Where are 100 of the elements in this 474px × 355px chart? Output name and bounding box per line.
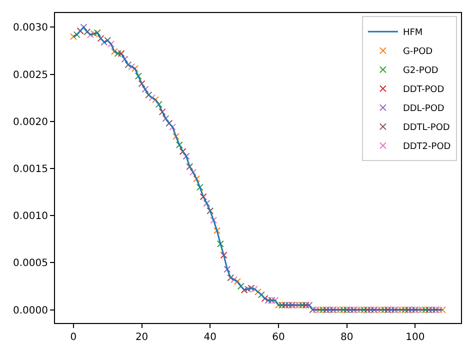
point bbox=[380, 306, 388, 314]
point bbox=[285, 302, 292, 309]
point bbox=[131, 65, 138, 72]
point bbox=[192, 175, 200, 182]
y-tick-label: 0.0005 bbox=[13, 258, 48, 270]
x-tick-label: 80 bbox=[340, 332, 354, 343]
legend-label: HFM bbox=[402, 28, 423, 38]
point bbox=[343, 306, 350, 314]
legend-label: DDL-POD bbox=[402, 104, 444, 114]
y-tick-label: 0.0010 bbox=[13, 211, 48, 222]
point bbox=[190, 168, 197, 176]
legend-label: G2-POD bbox=[402, 66, 438, 76]
y-tick-label: 0.0025 bbox=[13, 70, 48, 81]
point bbox=[374, 306, 382, 314]
point bbox=[354, 306, 361, 314]
point bbox=[306, 302, 313, 309]
y-tick-label: 0.0030 bbox=[13, 22, 48, 34]
point bbox=[234, 278, 241, 286]
point bbox=[227, 274, 234, 282]
point bbox=[94, 29, 101, 36]
legend-label: DDT-POD bbox=[402, 85, 444, 96]
point bbox=[121, 56, 128, 63]
point bbox=[203, 200, 210, 207]
point bbox=[425, 306, 432, 314]
point bbox=[182, 152, 190, 160]
point bbox=[312, 306, 320, 314]
point bbox=[428, 306, 436, 314]
x-tick-label: 0 bbox=[70, 332, 77, 343]
point bbox=[370, 306, 378, 314]
point bbox=[179, 148, 186, 156]
point bbox=[196, 184, 204, 191]
point bbox=[162, 115, 170, 122]
point bbox=[326, 306, 334, 314]
point bbox=[330, 306, 337, 314]
point bbox=[394, 306, 402, 314]
point bbox=[118, 50, 125, 58]
y-tick-label: 0.0000 bbox=[13, 305, 48, 316]
point bbox=[248, 284, 255, 292]
x-tick-label: 100 bbox=[406, 332, 425, 343]
point bbox=[90, 30, 98, 38]
point bbox=[388, 306, 395, 314]
point bbox=[322, 306, 330, 314]
point bbox=[244, 286, 252, 293]
point bbox=[360, 306, 368, 314]
point bbox=[309, 306, 316, 314]
point bbox=[200, 193, 207, 200]
point bbox=[110, 48, 118, 56]
point bbox=[398, 306, 406, 314]
point bbox=[357, 306, 364, 314]
point bbox=[415, 306, 422, 314]
point bbox=[186, 163, 194, 170]
point bbox=[155, 100, 162, 108]
point bbox=[282, 302, 289, 309]
point bbox=[401, 306, 408, 314]
point bbox=[346, 306, 354, 314]
point bbox=[316, 306, 324, 314]
point bbox=[278, 302, 286, 309]
point bbox=[206, 207, 214, 214]
point bbox=[340, 306, 347, 314]
point bbox=[138, 80, 146, 88]
point bbox=[172, 132, 180, 140]
y-tick-label: 0.0020 bbox=[13, 116, 48, 128]
y-tick-label: 0.0015 bbox=[13, 164, 48, 175]
point bbox=[296, 302, 303, 309]
point bbox=[176, 141, 183, 148]
point bbox=[439, 306, 446, 314]
point bbox=[220, 252, 228, 259]
legend-label: DDTL-POD bbox=[402, 123, 450, 134]
point bbox=[292, 302, 300, 309]
point bbox=[128, 63, 136, 70]
point bbox=[158, 108, 166, 116]
point bbox=[114, 50, 122, 58]
point bbox=[230, 276, 238, 284]
point bbox=[213, 227, 220, 234]
point bbox=[298, 302, 306, 309]
point bbox=[436, 306, 443, 314]
point bbox=[333, 306, 340, 314]
point bbox=[70, 33, 77, 40]
point bbox=[134, 72, 142, 80]
point bbox=[268, 296, 276, 304]
point bbox=[422, 306, 429, 314]
legend-label: DDT2-POD bbox=[402, 142, 451, 152]
point bbox=[391, 306, 398, 314]
point bbox=[418, 306, 426, 314]
point bbox=[264, 296, 272, 304]
point bbox=[364, 306, 371, 314]
point bbox=[87, 31, 94, 38]
point bbox=[145, 91, 152, 98]
legend-label: G-POD bbox=[402, 47, 433, 58]
point bbox=[275, 302, 282, 309]
point bbox=[378, 306, 385, 314]
point bbox=[319, 306, 326, 314]
x-tick-label: 20 bbox=[135, 332, 148, 343]
point bbox=[288, 302, 296, 309]
point bbox=[367, 306, 374, 314]
point bbox=[350, 306, 358, 314]
point bbox=[408, 306, 416, 314]
point bbox=[216, 240, 224, 248]
point bbox=[432, 306, 440, 314]
point bbox=[412, 306, 419, 314]
